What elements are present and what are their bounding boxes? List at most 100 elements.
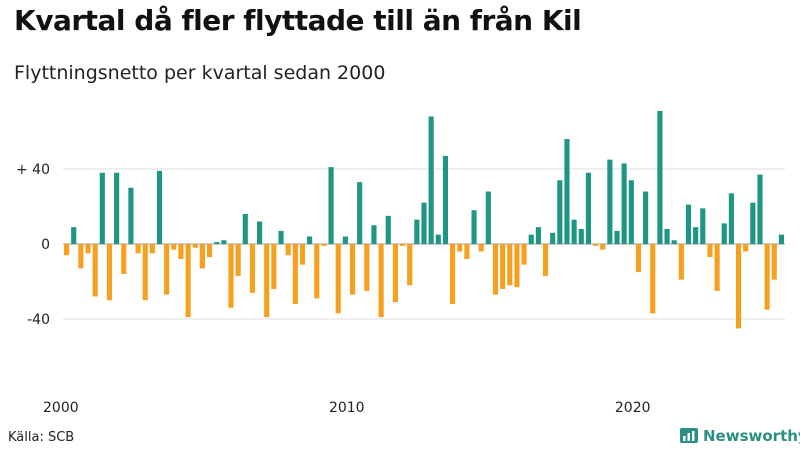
bar (342, 236, 348, 244)
y-tick-label: + 40 (16, 162, 50, 178)
bar (142, 244, 148, 301)
bar (564, 139, 570, 244)
bar (64, 244, 70, 256)
bar (528, 234, 534, 245)
bar (678, 244, 684, 280)
bar (435, 234, 441, 245)
bar (128, 187, 134, 244)
bar (771, 244, 777, 280)
bar (421, 202, 427, 244)
bar (414, 219, 420, 245)
x-tick-label: 2020 (615, 400, 651, 416)
bar (743, 244, 749, 252)
bars (64, 110, 784, 329)
bar (650, 244, 656, 314)
bar (764, 244, 770, 310)
bar (228, 244, 234, 308)
chart-title: Kvartal då fler flyttade till än från Ki… (14, 4, 582, 37)
bar (71, 227, 77, 245)
bar (378, 244, 384, 318)
bar (535, 227, 541, 245)
bar (735, 244, 742, 329)
bar (78, 244, 84, 269)
bar (335, 244, 341, 314)
bar (607, 159, 613, 245)
bar (314, 244, 320, 299)
bar (664, 229, 670, 244)
x-tick-label: 2010 (329, 400, 365, 416)
bar (521, 244, 527, 265)
bar (242, 214, 248, 244)
bar (121, 244, 127, 274)
bar (592, 244, 599, 246)
bar (728, 193, 734, 245)
chart-subtitle: Flyttningsnetto per kvartal sedan 2000 (14, 62, 386, 84)
bar (614, 230, 620, 245)
bar (192, 244, 198, 248)
bar (292, 244, 298, 304)
bar (671, 240, 677, 244)
bar (428, 116, 434, 244)
bar (628, 180, 634, 244)
bar (385, 215, 391, 245)
bar (585, 172, 591, 244)
bar (757, 174, 763, 245)
bar (399, 244, 406, 246)
bar (514, 244, 520, 288)
bar (321, 244, 327, 246)
bar (156, 170, 163, 245)
bar (721, 223, 727, 245)
bar (578, 229, 584, 244)
bar (464, 244, 470, 259)
bar (271, 244, 277, 289)
bar (714, 244, 720, 291)
bar (99, 172, 105, 244)
bar (707, 244, 713, 258)
bar (221, 240, 227, 244)
bar (349, 244, 356, 295)
bar (507, 244, 513, 286)
bar (114, 172, 120, 244)
bar (778, 234, 784, 245)
bar (185, 244, 191, 318)
bar (685, 204, 692, 245)
bar (206, 244, 213, 258)
bar (235, 244, 241, 276)
bar (307, 236, 313, 244)
bar (92, 244, 98, 297)
bar (178, 244, 184, 259)
bar (407, 244, 413, 286)
bar (750, 202, 756, 244)
bar (542, 244, 549, 276)
bar (478, 244, 484, 252)
brand-logo: Newsworthy (680, 427, 800, 445)
bar (492, 244, 499, 295)
bar (471, 210, 477, 244)
bar (135, 244, 141, 254)
brand-name: Newsworthy (703, 427, 800, 445)
bar (285, 244, 291, 256)
bar (257, 221, 263, 244)
bar (85, 244, 91, 254)
bar (693, 227, 699, 245)
bar (299, 244, 306, 265)
x-tick-label: 2000 (43, 400, 79, 416)
bar (657, 110, 663, 245)
y-tick-label: -40 (27, 312, 50, 328)
y-axis-ticks: + 40 0 -40 (16, 162, 50, 328)
source-note: Källa: SCB (8, 430, 75, 445)
bar (700, 208, 706, 245)
bar (557, 180, 563, 244)
bar (500, 244, 506, 289)
x-axis-ticks: 2000 2010 2020 (43, 400, 651, 416)
bar (149, 244, 155, 254)
newsworthy-logo-icon (680, 428, 698, 443)
bar (600, 244, 606, 250)
bar (571, 219, 577, 245)
bar (171, 244, 177, 250)
y-tick-label: 0 (41, 237, 50, 253)
bar (643, 191, 649, 244)
bar (635, 244, 642, 273)
bar (214, 242, 220, 245)
